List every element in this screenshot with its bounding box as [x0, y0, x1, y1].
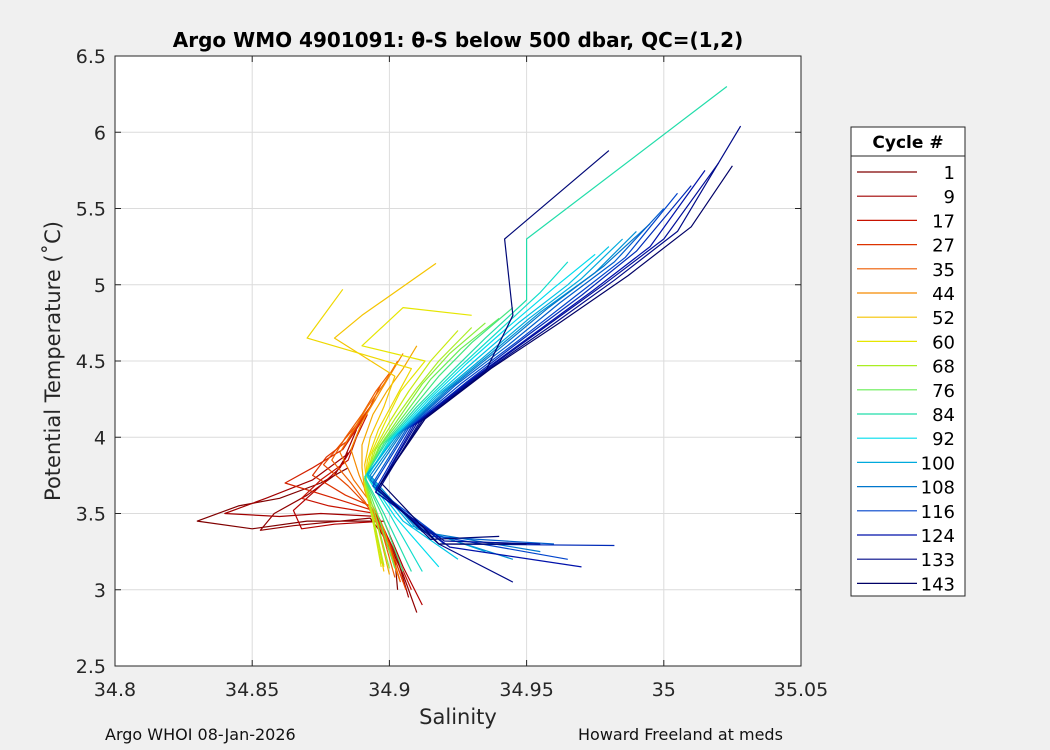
series-line-cycle-13: [292, 444, 423, 606]
series-line-cycle-84: [364, 86, 728, 572]
series-line-cycle-48: [361, 345, 418, 575]
series-line-cycle-116: [372, 192, 678, 560]
series-line-cycle-143: [380, 165, 733, 545]
x-tick-label: 35: [652, 679, 676, 701]
y-axis-label: Potential Temperature (˚C): [41, 221, 65, 501]
x-tick-label: 34.8: [94, 679, 136, 701]
series-line-cycle-40: [339, 360, 401, 583]
legend-label-76: 76: [932, 381, 955, 402]
legend-label-133: 133: [921, 550, 955, 571]
series-line-cycle-64: [364, 330, 459, 564]
x-axis: 34.8 34.85 34.9 34.95 35 35.05: [94, 56, 828, 701]
legend-label-108: 108: [921, 478, 955, 499]
y-tick-label: 4.5: [76, 351, 106, 373]
chart-title: Argo WMO 4901091: θ-S below 500 dbar, QC…: [173, 28, 743, 52]
series-line-cycle-128: [375, 162, 720, 545]
legend-label-35: 35: [932, 260, 955, 281]
y-tick-label: 3.5: [76, 504, 106, 526]
legend-label-27: 27: [932, 236, 955, 257]
footer-source-date: Argo WHOI 08-Jan-2026: [105, 725, 296, 744]
legend-label-84: 84: [932, 405, 955, 426]
series-line-cycle-138: [377, 150, 610, 541]
series-line-cycle-88: [366, 261, 569, 572]
legend-title: Cycle #: [872, 133, 943, 153]
legend-label-92: 92: [932, 429, 955, 450]
series-line-cycle-76: [364, 317, 500, 569]
legend-label-17: 17: [932, 211, 955, 232]
y-tick-label: 4: [94, 427, 106, 449]
legend: Cycle # 19172735445260687684921001081161…: [850, 126, 966, 597]
x-tick-label: 34.85: [225, 679, 279, 701]
legend-entries: 1 9 17 27 35 44 52 60 68 76 84 92 100 108 116 124 133 143: [857, 163, 955, 595]
y-tick-label: 6: [94, 122, 106, 144]
series-line-cycle-68: [364, 327, 473, 566]
series-line-cycle-96: [366, 246, 610, 560]
legend-label-124: 124: [921, 526, 955, 547]
series-line-cycle-92: [366, 253, 596, 568]
legend-label-116: 116: [921, 502, 955, 523]
series-layer: [196, 86, 742, 613]
legend-label-60: 60: [932, 332, 955, 353]
legend-box: [850, 126, 966, 597]
y-tick-label: 5.5: [76, 199, 106, 221]
legend-label-100: 100: [921, 453, 955, 474]
y-tick-label: 5: [94, 275, 106, 297]
y-tick-label: 3: [94, 580, 106, 602]
x-axis-label: Salinity: [419, 705, 497, 729]
legend-label-44: 44: [932, 284, 955, 305]
x-tick-label: 34.95: [499, 679, 553, 701]
series-line-cycle-17: [301, 414, 412, 591]
y-tick-label: 2.5: [76, 656, 106, 678]
series-line-cycle-72: [364, 322, 486, 569]
legend-label-9: 9: [944, 187, 955, 208]
series-line-cycle-80: [364, 307, 514, 572]
y-axis: 2.5 3 3.5 4 4.5 5 5.5 6 6.5: [76, 46, 801, 678]
legend-label-52: 52: [932, 308, 955, 329]
y-tick-label: 6.5: [76, 46, 106, 68]
footer-author: Howard Freeland at meds: [578, 725, 783, 744]
legend-label-68: 68: [932, 357, 955, 378]
x-tick-label: 35.05: [774, 679, 828, 701]
legend-label-1: 1: [944, 163, 955, 184]
legend-label-143: 143: [921, 574, 955, 595]
x-tick-label: 34.9: [368, 679, 410, 701]
